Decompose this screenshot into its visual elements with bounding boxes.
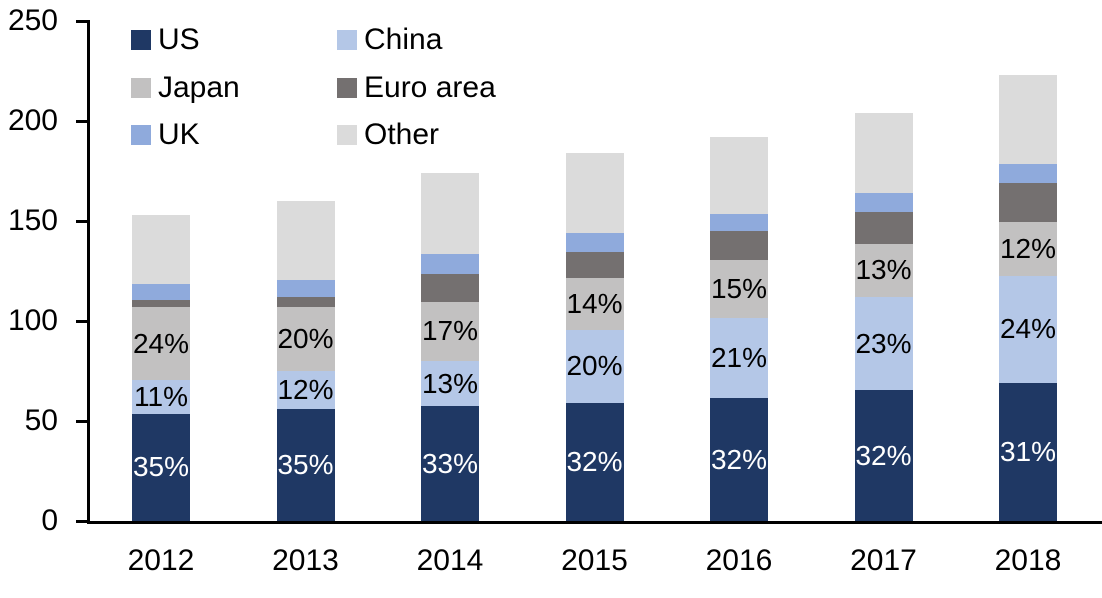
bar-segment (276, 201, 335, 280)
bar-segment (565, 153, 624, 233)
bar-segment (421, 254, 479, 274)
bar-segment (421, 274, 479, 302)
y-tick-mark (76, 220, 87, 223)
bar-segment (421, 361, 479, 407)
bar-segment (999, 382, 1057, 521)
bar-segment-label: 23% (855, 327, 912, 359)
bar-segment-label: 12% (277, 373, 334, 405)
legend-swatch-euro-area (337, 78, 357, 98)
bar-segment (565, 329, 624, 404)
legend-item-label: US (158, 23, 200, 56)
y-tick-label: 0 (41, 504, 58, 537)
bar-segment (132, 284, 190, 300)
legend-item-label: Euro area (364, 71, 496, 104)
bar-segment (710, 214, 768, 231)
bar-segment (854, 113, 913, 194)
bar-segment (276, 409, 335, 521)
bar-segment-label: 24% (999, 313, 1057, 345)
bar-segment (710, 398, 768, 521)
y-tick-label: 50 (24, 404, 58, 437)
bar-segment-label: 20% (566, 350, 623, 382)
y-tick-mark (76, 120, 87, 123)
bar-segment (710, 317, 768, 399)
bar-segment-label: 32% (710, 443, 768, 475)
bar-segment-label: 32% (566, 446, 623, 478)
bar-segment (276, 297, 335, 307)
bar-segment (999, 75, 1057, 164)
legend-item-label: China (364, 23, 443, 56)
bar-segment (421, 406, 479, 521)
bar-segment (854, 193, 913, 212)
bar-segment (276, 306, 335, 371)
bar-segment-label: 32% (855, 439, 912, 471)
y-axis-line (87, 20, 90, 524)
bar-segment (999, 275, 1057, 383)
legend-item-label: UK (158, 118, 200, 151)
bar-segment (276, 280, 335, 297)
bar-segment (999, 183, 1057, 223)
bar-segment-label: 15% (710, 272, 768, 304)
bar-segment (710, 231, 768, 260)
legend-swatch-japan (131, 78, 151, 98)
bar-segment (999, 222, 1057, 276)
bar-segment (132, 413, 190, 521)
bar-segment (421, 301, 479, 361)
bar-segment (276, 370, 335, 409)
x-axis-line (87, 521, 1102, 524)
y-tick-label: 250 (7, 4, 58, 37)
legend-swatch-other (337, 125, 357, 145)
bar-segment-label: 12% (999, 233, 1057, 264)
bar-segment (854, 212, 913, 244)
y-tick-mark (76, 420, 87, 423)
bar-segment (565, 233, 624, 253)
bar-segment (999, 164, 1057, 183)
bar-segment-label: 20% (277, 322, 334, 354)
legend-swatch-us (131, 30, 151, 50)
x-tick-label: 2018 (994, 544, 1062, 577)
bar-segment-label: 13% (421, 367, 479, 399)
y-tick-mark (76, 20, 87, 23)
bar-segment (854, 390, 913, 521)
bar-segment-label: 17% (421, 315, 479, 347)
bar-segment-label: 33% (421, 447, 479, 479)
bar-segment (565, 252, 624, 278)
x-tick-label: 2014 (416, 544, 484, 577)
bar-segment (565, 403, 624, 521)
bar-segment (132, 306, 190, 381)
y-tick-mark (76, 520, 87, 523)
bar-segment (132, 380, 190, 414)
x-tick-label: 2017 (850, 544, 917, 577)
bar-segment-label: 14% (566, 287, 623, 319)
bar-segment-label: 31% (999, 435, 1057, 467)
bar-segment (710, 137, 768, 215)
x-tick-label: 2016 (705, 544, 773, 577)
bar-segment (854, 296, 913, 391)
legend-item-label: Other (364, 118, 440, 151)
bar-segment-label: 35% (132, 451, 190, 483)
bar-segment (421, 173, 479, 254)
bar-segment-label: 13% (855, 254, 912, 286)
y-tick-label: 200 (7, 104, 58, 137)
bar-segment-label: 24% (132, 327, 190, 359)
bar-segment (854, 243, 913, 297)
bar-segment-label: 21% (710, 341, 768, 373)
bar-segment-label: 35% (277, 449, 334, 480)
x-tick-label: 2013 (272, 544, 339, 577)
x-tick-label: 2015 (561, 544, 628, 577)
bar-segment (710, 260, 768, 318)
x-tick-label: 2012 (127, 544, 195, 577)
legend-swatch-uk (131, 125, 151, 145)
bar-segment (132, 215, 190, 284)
bar-segment (132, 300, 190, 307)
y-tick-mark (76, 320, 87, 323)
y-tick-label: 100 (7, 304, 58, 337)
bar-segment-label: 11% (134, 381, 188, 412)
y-tick-label: 150 (7, 204, 58, 237)
legend-item-label: Japan (158, 71, 240, 104)
legend-swatch-china (337, 30, 357, 50)
bar-segment (565, 278, 624, 330)
